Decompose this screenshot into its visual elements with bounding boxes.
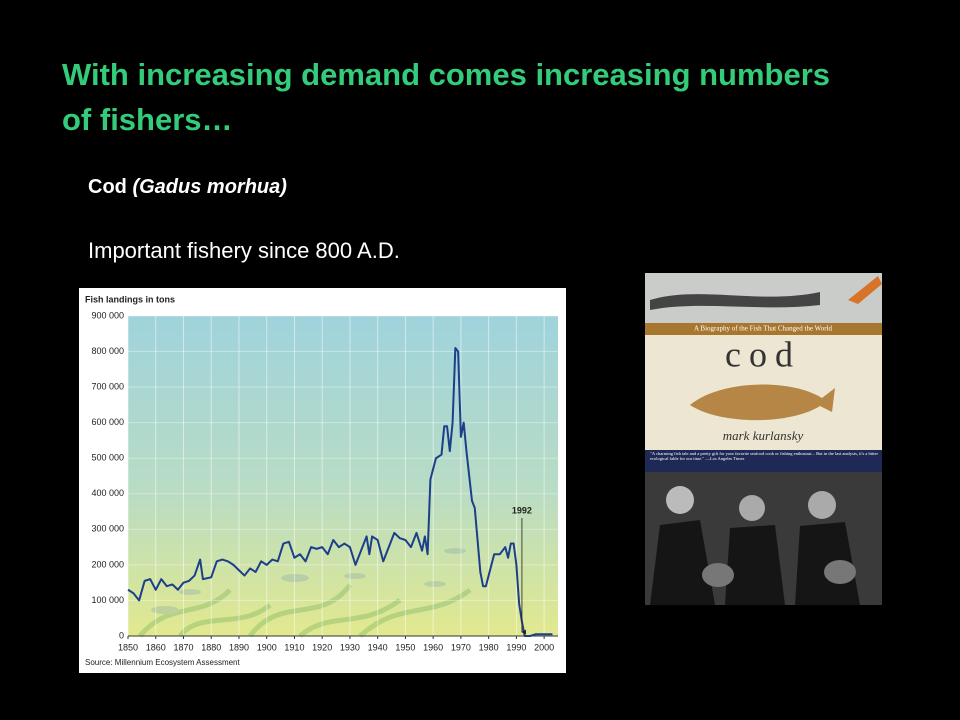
bullet: Important fishery since 800 A.D. [88, 238, 400, 263]
species-latin: (Gadus morhua) [132, 176, 287, 198]
source: Source: Millennium Ecosystem Assessment [85, 658, 241, 667]
book-quote-box: "A charming fish tale and a pretty gift … [650, 451, 878, 461]
book-fish [690, 384, 835, 421]
y-tick-label: 200 000 [91, 559, 124, 569]
species-common: Cod [88, 176, 127, 198]
x-tick-label: 1880 [201, 642, 221, 652]
book-author: mark kurlansky [723, 428, 804, 443]
x-tick-label: 1970 [451, 642, 471, 652]
book-top-boat [650, 292, 820, 310]
y-tick-label: 600 000 [91, 417, 124, 427]
annotation-label: 1992 [512, 505, 532, 515]
x-tick-label: 1920 [312, 642, 332, 652]
book-title: cod [725, 334, 801, 374]
slide-title: With increasing demand comes increasing … [62, 57, 831, 137]
x-tick-label: 1900 [257, 642, 277, 652]
data-line [127, 347, 553, 637]
book-band [645, 323, 882, 335]
y-tick-label: 500 000 [91, 453, 124, 463]
y-axis-label: Fish landings in tons [85, 294, 175, 304]
book-quote: "A charming fish tale and a pretty gift … [650, 451, 878, 461]
x-tick-label: 1990 [506, 642, 526, 652]
book-photo-figures [650, 486, 860, 605]
y-tick-label: 800 000 [91, 346, 124, 356]
book-arrow [848, 276, 882, 304]
y-tick-label: 400 000 [91, 488, 124, 498]
book-quote-band [645, 450, 882, 472]
plot-area [128, 316, 558, 636]
x-tick-label: 1930 [340, 642, 360, 652]
y-tick-label: 700 000 [91, 381, 124, 391]
subtitle: Cod (Gadus morhua) [88, 176, 287, 199]
x-tick-label: 1940 [368, 642, 388, 652]
x-tick-label: 1870 [173, 642, 193, 652]
x-tick-label: 1890 [229, 642, 249, 652]
x-tick-label: 1960 [423, 642, 443, 652]
x-tick-label: 1910 [284, 642, 304, 652]
x-tick-label: 1860 [146, 642, 166, 652]
x-tick-label: 1850 [118, 642, 138, 652]
y-tick-label: 900 000 [91, 310, 124, 320]
book-subtitle: A Biography of the Fish That Changed the… [694, 325, 832, 333]
y-tick-label: 100 000 [91, 595, 124, 605]
y-tick-label: 300 000 [91, 524, 124, 534]
x-tick-label: 2000 [534, 642, 554, 652]
y-tick-label: 0 [119, 630, 124, 640]
x-tick-label: 1950 [395, 642, 415, 652]
x-tick-label: 1980 [479, 642, 499, 652]
